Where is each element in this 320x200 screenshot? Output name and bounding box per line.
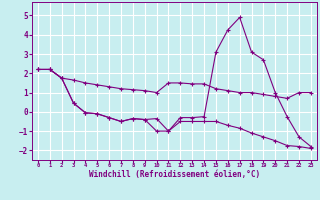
X-axis label: Windchill (Refroidissement éolien,°C): Windchill (Refroidissement éolien,°C): [89, 170, 260, 179]
